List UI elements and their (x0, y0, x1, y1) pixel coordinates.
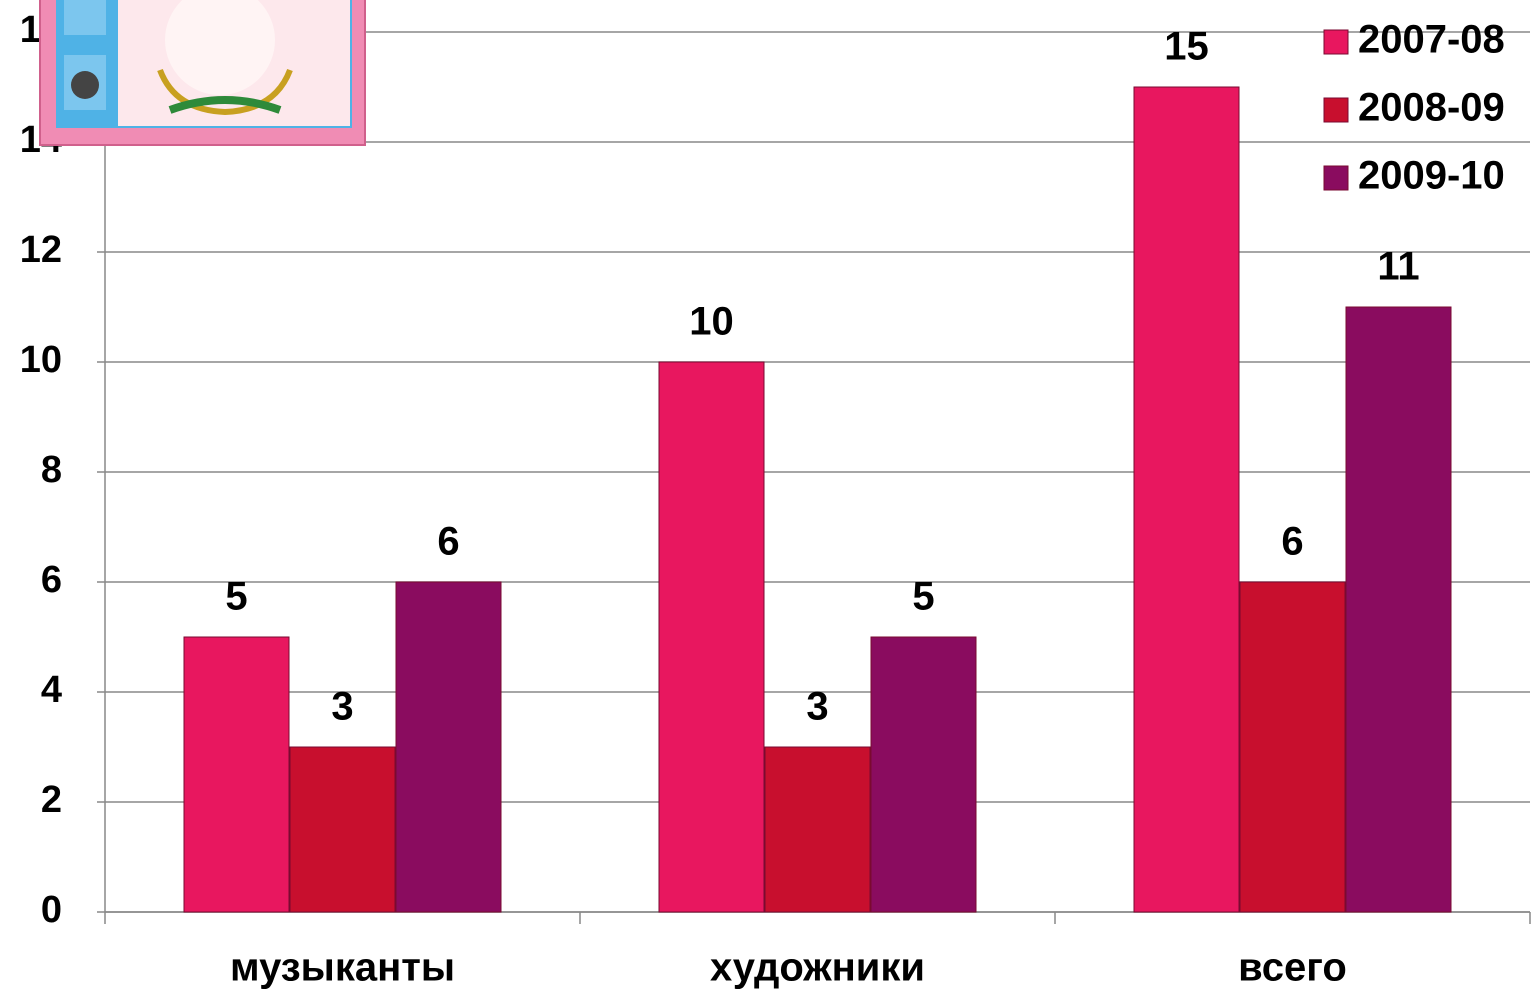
y-tick-label: 4 (41, 669, 62, 711)
y-tick-label: 8 (41, 449, 62, 491)
bar (764, 746, 871, 913)
bar (395, 581, 502, 913)
legend-swatch (1323, 29, 1349, 55)
data-label: 3 (806, 685, 828, 729)
data-label: 6 (437, 520, 459, 564)
data-label: 5 (912, 575, 934, 619)
legend-swatch (1323, 165, 1349, 191)
bar (289, 746, 396, 913)
y-tick-label: 0 (41, 889, 62, 931)
decorative-image (39, 0, 366, 146)
bar (1133, 86, 1240, 913)
legend-label: 2007-08 (1358, 18, 1505, 62)
legend-label: 2008-09 (1358, 86, 1505, 130)
legend-label: 2009-10 (1358, 154, 1505, 198)
bar (658, 361, 765, 913)
x-tick-label: художники (710, 946, 925, 990)
y-tick-label: 10 (20, 339, 62, 381)
bar (183, 636, 290, 913)
y-tick-label: 2 (41, 779, 62, 821)
data-label: 6 (1281, 520, 1303, 564)
plot-area: 0246810121416музыканты536художники1035вс… (20, 9, 1531, 990)
x-tick-label: всего (1238, 946, 1347, 990)
bar (1239, 581, 1346, 913)
y-tick-label: 12 (20, 229, 62, 271)
data-label: 10 (689, 300, 734, 344)
bar (1345, 306, 1452, 913)
data-label: 11 (1377, 245, 1419, 289)
x-tick-label: музыканты (230, 946, 455, 990)
data-label: 3 (331, 685, 353, 729)
data-label: 5 (225, 575, 247, 619)
data-label: 15 (1164, 25, 1209, 69)
y-tick-label: 6 (41, 559, 62, 601)
bar (870, 636, 977, 913)
legend-swatch (1323, 97, 1349, 123)
